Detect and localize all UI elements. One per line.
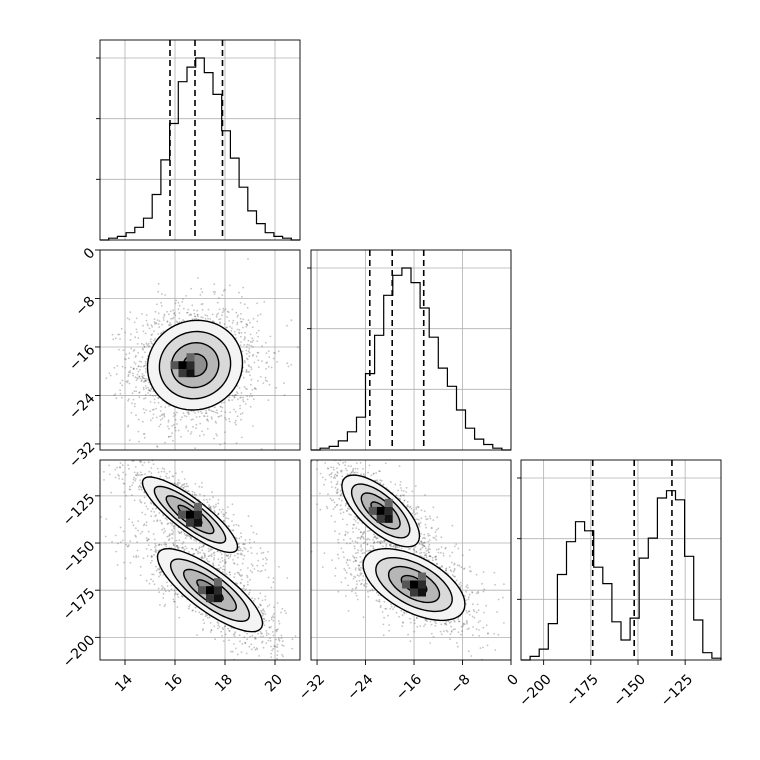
- density-cell-0-1: [384, 506, 393, 515]
- density-cell-0-3: [186, 369, 195, 378]
- ytick-label-p1-3: −8: [72, 294, 98, 320]
- xtick-label-p1-4: 0: [504, 671, 522, 689]
- frame-p1: [310, 249, 512, 451]
- xtick-label-p2-2: −150: [611, 671, 650, 710]
- xtick-label-p2-0: −200: [516, 671, 555, 710]
- density-cell-0-4: [368, 506, 377, 515]
- density-cell-1-5: [418, 572, 426, 581]
- ytick-label-p2-3: −125: [60, 491, 99, 530]
- ytick-label-p2-1: −175: [60, 585, 99, 624]
- histogram-steps-p0: [100, 57, 300, 241]
- density-cell-0-0: [178, 361, 187, 370]
- density-cell-1-3: [214, 594, 222, 603]
- density-cell-0-4: [178, 510, 186, 519]
- xtick-label-p1-0: −32: [296, 671, 328, 703]
- ytick-label-p1-0: −32: [66, 439, 98, 471]
- xtick-label-p0-0: 14: [112, 671, 136, 695]
- density-cell-0-0: [186, 510, 194, 519]
- density-cell-0-2: [178, 369, 187, 378]
- histogram-steps-p1: [311, 267, 511, 451]
- scatter-points: [100, 460, 297, 660]
- pair-p1-p2: [310, 459, 512, 661]
- pair-p0-p2: [99, 459, 301, 661]
- ytick-label-p1-2: −16: [66, 342, 98, 374]
- density-cell-1-2: [206, 594, 214, 603]
- histogram-p2: [517, 459, 722, 661]
- density-cell-1-2: [410, 588, 418, 597]
- ytick-label-p1-4: 0: [81, 245, 99, 263]
- xtick-label-p1-3: −8: [448, 671, 474, 697]
- density-cell-1-4: [198, 586, 206, 595]
- density-cell-0-2: [186, 518, 194, 527]
- histogram-p0: [96, 39, 301, 241]
- frame-p1-p2: [310, 459, 512, 661]
- xtick-label-p2-3: −125: [658, 671, 697, 710]
- xtick-label-p1-2: −16: [393, 671, 425, 703]
- density-cell-0-5: [384, 498, 393, 507]
- pair-p0-p1: [99, 249, 301, 451]
- density-cell-1-1: [214, 586, 222, 595]
- xtick-label-p0-2: 18: [212, 671, 236, 695]
- xtick-label-p0-3: 20: [262, 671, 286, 695]
- density-cell-1-5: [214, 578, 222, 587]
- density-cell-0-3: [384, 514, 393, 523]
- density-cell-1-3: [418, 588, 426, 597]
- density-cell-0-5: [186, 353, 195, 362]
- ytick-label-p2-0: −200: [60, 632, 99, 671]
- density-cell-0-0: [376, 506, 385, 515]
- density-cell-1-4: [402, 580, 410, 589]
- density-cell-0-1: [194, 510, 202, 519]
- ytick-label-p2-2: −150: [60, 538, 99, 577]
- frame-p0-p2: [99, 459, 301, 661]
- density-cell-0-2: [376, 514, 385, 523]
- scatter-points: [311, 460, 511, 660]
- frame-p0-p1: [99, 249, 301, 451]
- ytick-label-p1-1: −24: [66, 390, 98, 422]
- xtick-label-p1-1: −24: [344, 671, 376, 703]
- density-cell-0-1: [186, 361, 195, 370]
- density-cell-0-3: [194, 518, 202, 527]
- density-cell-1-0: [410, 580, 418, 589]
- frame-p0: [99, 39, 301, 241]
- xtick-label-p0-1: 16: [162, 671, 186, 695]
- density-cell-1-1: [418, 580, 426, 589]
- density-cell-0-4: [170, 361, 179, 370]
- density-cell-1-0: [206, 586, 214, 595]
- xtick-label-p2-1: −175: [563, 671, 602, 710]
- frame-p2: [520, 459, 722, 661]
- histogram-p1: [307, 249, 512, 451]
- histogram-steps-p2: [521, 490, 722, 661]
- density-cell-0-5: [194, 502, 202, 511]
